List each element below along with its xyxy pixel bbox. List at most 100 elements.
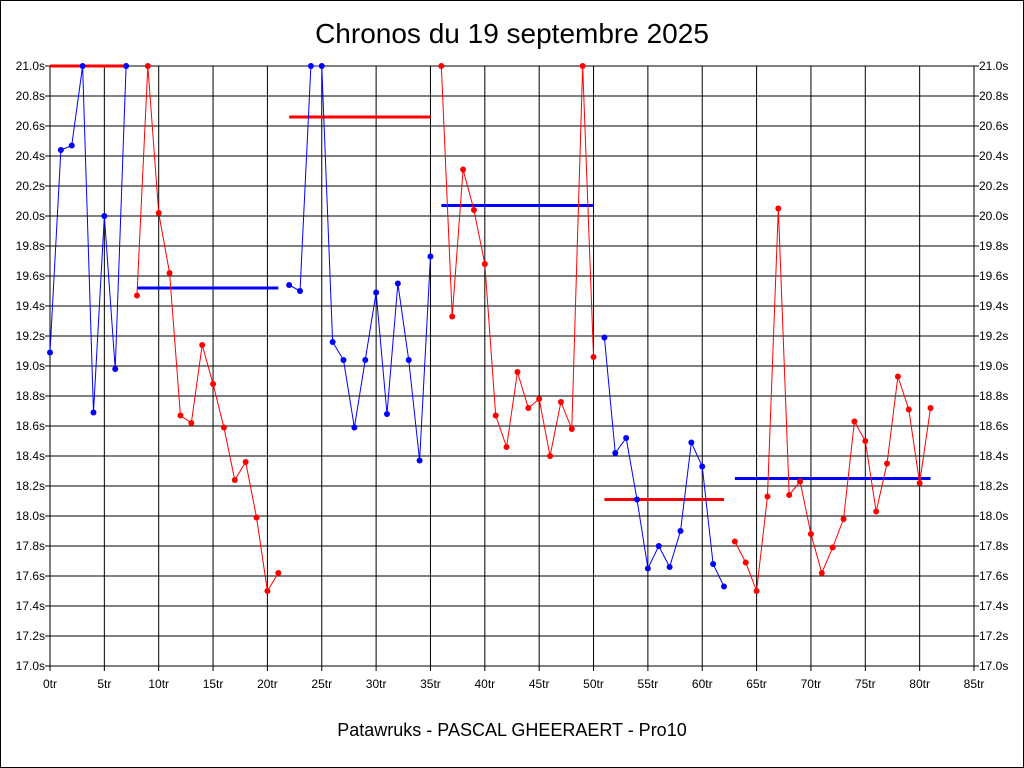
data-point [90, 409, 97, 416]
series-line [49, 65, 127, 413]
data-point [79, 63, 86, 69]
data-point [579, 63, 586, 69]
y-tick-label-left: 17.0s [16, 659, 45, 673]
y-tick-label-left: 18.8s [16, 389, 45, 403]
y-tick-label-left: 17.4s [16, 599, 45, 613]
data-point [405, 357, 412, 363]
y-tick-label-right: 19.4s [979, 299, 1008, 313]
y-tick-label-right: 21.0s [979, 59, 1008, 73]
y-tick-label-left: 20.2s [16, 179, 45, 193]
data-point [775, 205, 782, 212]
y-tick-label-left: 18.6s [16, 419, 45, 433]
data-point [275, 570, 282, 576]
data-point [144, 63, 151, 69]
data-point [764, 493, 771, 500]
data-point [416, 457, 423, 464]
series-line [136, 65, 279, 593]
data-point [460, 166, 467, 173]
data-point [68, 142, 75, 149]
y-tick-label-left: 20.6s [16, 119, 45, 133]
data-point [351, 424, 358, 431]
data-point [557, 399, 564, 405]
data-point [753, 588, 760, 594]
x-tick-label: 40tr [474, 677, 495, 691]
data-point [873, 508, 880, 515]
data-point [286, 282, 293, 288]
data-point [514, 369, 521, 375]
x-tick-label: 60tr [692, 677, 713, 691]
data-point [547, 453, 554, 459]
data-point [427, 253, 434, 260]
x-tick-label: 65tr [746, 677, 767, 691]
x-tick-label: 15tr [203, 677, 224, 691]
x-tick-label: 30tr [366, 677, 387, 691]
series-line [288, 65, 431, 461]
series-line [603, 337, 725, 587]
series-line [440, 65, 595, 457]
chart-title: Chronos du 19 septembre 2025 [315, 18, 709, 49]
y-tick-label-right: 17.2s [979, 629, 1008, 643]
plot-border [49, 65, 975, 667]
data-point [297, 288, 304, 294]
y-tick-label-right: 17.6s [979, 569, 1008, 583]
data-point [307, 63, 314, 69]
data-point [525, 405, 532, 411]
data-point [383, 411, 390, 417]
y-tick-label-left: 18.4s [16, 449, 45, 463]
data-point [818, 570, 825, 576]
y-tick-label-left: 19.8s [16, 239, 45, 253]
y-tick-label-left: 19.4s [16, 299, 45, 313]
data-point [340, 357, 347, 363]
data-point [884, 460, 891, 467]
data-point [101, 213, 108, 219]
data-point [786, 492, 793, 498]
data-point [253, 514, 260, 521]
data-point [710, 561, 717, 567]
data-point [840, 516, 847, 522]
y-tick-label-right: 18.6s [979, 419, 1008, 433]
data-point [329, 339, 336, 345]
data-point [677, 528, 684, 534]
data-point [623, 435, 630, 441]
y-tick-label-left: 17.8s [16, 539, 45, 553]
data-point [905, 406, 912, 413]
y-tick-label-left: 20.4s [16, 149, 45, 163]
y-tick-label-right: 20.6s [979, 119, 1008, 133]
y-tick-label-right: 19.0s [979, 359, 1008, 373]
data-point [720, 583, 727, 590]
y-tick-label-right: 18.8s [979, 389, 1008, 403]
y-tick-label-right: 17.8s [979, 539, 1008, 553]
y-tick-label-left: 19.2s [16, 329, 45, 343]
data-point [634, 496, 641, 503]
data-point [916, 480, 923, 486]
data-point [133, 292, 140, 299]
data-point [927, 405, 934, 411]
data-point [807, 531, 814, 537]
data-point [449, 313, 456, 320]
data-point [644, 565, 651, 572]
x-tick-label: 5tr [97, 677, 111, 691]
y-tick-label-left: 21.0s [16, 59, 45, 73]
data-point [655, 543, 662, 549]
data-point [797, 478, 804, 485]
x-tick-label: 35tr [420, 677, 441, 691]
data-point [57, 147, 64, 153]
data-point [590, 354, 597, 360]
data-point [503, 444, 510, 450]
series-line [734, 208, 932, 592]
y-tick-label-left: 19.6s [16, 269, 45, 283]
data-point [568, 426, 575, 432]
data-point [601, 334, 608, 341]
chart-footer: Patawruks - PASCAL GHEERAERT - Pro10 [337, 720, 687, 740]
data-point [612, 450, 619, 456]
data-point [699, 463, 706, 470]
data-point [481, 261, 488, 267]
y-tick-label-left: 17.2s [16, 629, 45, 643]
y-tick-label-left: 20.0s [16, 209, 45, 223]
y-tick-label-right: 20.0s [979, 209, 1008, 223]
y-tick-label-left: 18.0s [16, 509, 45, 523]
x-tick-label: 10tr [148, 677, 169, 691]
data-point [851, 418, 858, 425]
data-point [231, 477, 238, 483]
